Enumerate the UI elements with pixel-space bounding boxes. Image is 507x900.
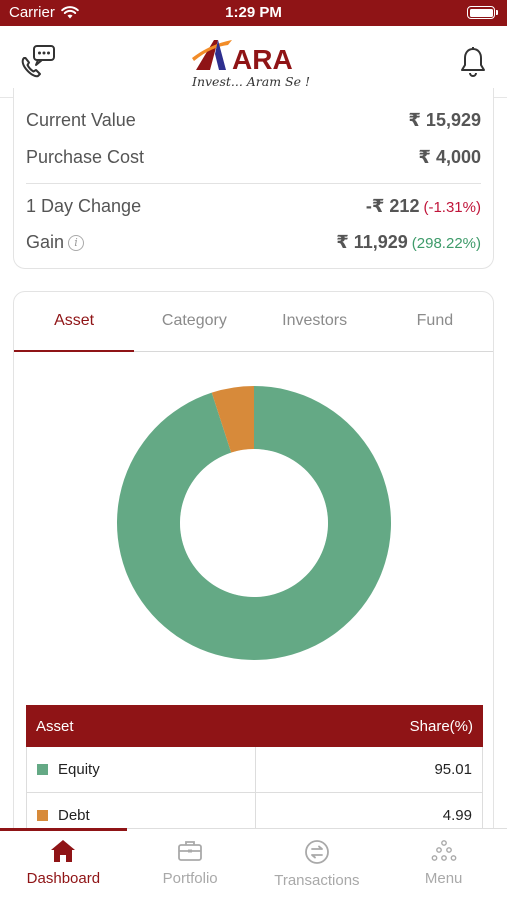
asset-share: 95.01 — [434, 761, 472, 778]
header-share: Share(%) — [409, 717, 473, 735]
donut-slice-equity[interactable] — [117, 386, 392, 660]
nav-label: Transactions — [274, 872, 360, 889]
menu-dots-icon — [431, 840, 457, 861]
nav-menu[interactable]: Menu — [380, 829, 507, 900]
home-icon — [51, 840, 76, 862]
day-change-percent: (-1.31%) — [423, 199, 481, 216]
asset-share: 4.99 — [442, 807, 472, 824]
logo-tagline: Invest... Aram Se ! — [192, 74, 311, 89]
summary-divider — [26, 183, 481, 184]
gain-label: Gain — [26, 232, 65, 252]
donut-inner-ring — [180, 449, 328, 597]
asset-name: Debt — [58, 807, 90, 824]
brand-logo: ARA Invest... Aram Se ! — [188, 32, 323, 94]
tab-asset[interactable]: Asset — [14, 292, 135, 352]
nav-label: Portfolio — [162, 870, 218, 887]
donut-chart-svg — [117, 386, 392, 660]
support-chat-icon[interactable] — [18, 44, 58, 80]
nav-label: Menu — [424, 870, 463, 887]
notification-bell-icon[interactable] — [459, 46, 487, 78]
asset-donut-chart — [14, 353, 493, 703]
purchase-cost: ₹ 4,000 — [418, 147, 481, 167]
current-value-row: Current Value ₹ 15,929 — [26, 110, 481, 131]
current-value-label: Current Value — [26, 110, 136, 130]
nav-portfolio[interactable]: Portfolio — [127, 829, 254, 900]
table-header: Asset Share(%) — [26, 705, 483, 747]
logo-mark: ARA — [192, 40, 293, 75]
donut-slice-debt[interactable] — [211, 386, 254, 453]
app-header: ARA Invest... Aram Se ! — [0, 26, 507, 98]
header-asset: Asset — [36, 717, 74, 735]
gain-value: ₹ 11,929 — [336, 232, 408, 252]
bottom-navigation: Dashboard Portfolio Transactions Menu — [0, 828, 507, 900]
carrier-label: Carrier — [9, 4, 55, 21]
purchase-cost-row: Purchase Cost ₹ 4,000 — [26, 147, 481, 168]
gain-row: Gain i ₹ 11,929 (298.22%) — [26, 232, 481, 253]
debt-swatch — [37, 810, 48, 821]
portfolio-summary-card: Current Value ₹ 15,929 Purchase Cost ₹ 4… — [13, 88, 494, 269]
equity-swatch — [37, 764, 48, 775]
purchase-cost-label: Purchase Cost — [26, 147, 145, 167]
tab-fund[interactable]: Fund — [416, 312, 454, 329]
table-row[interactable]: Equity 95.01 — [26, 747, 483, 793]
allocation-card: Asset Category Investors Fund Asset Shar… — [13, 291, 494, 851]
logo-text: ARA — [232, 44, 293, 75]
briefcase-icon — [178, 841, 203, 861]
tab-investors[interactable]: Investors — [282, 312, 348, 329]
asset-share-table: Asset Share(%) Equity 95.01 Debt 4.99 — [26, 705, 483, 839]
day-change-value: -₹ 212 — [365, 196, 420, 216]
battery-icon — [467, 6, 498, 19]
day-change-label: 1 Day Change — [26, 196, 142, 216]
wifi-icon — [61, 6, 79, 19]
carrier-info: Carrier — [9, 4, 79, 21]
tab-category[interactable]: Category — [161, 312, 227, 329]
asset-name: Equity — [58, 761, 100, 778]
status-time: 1:29 PM — [225, 4, 282, 21]
day-change-row: 1 Day Change -₹ 212 (-1.31%) — [26, 196, 481, 217]
transactions-icon — [304, 840, 329, 864]
info-icon[interactable]: i — [68, 235, 85, 252]
nav-transactions[interactable]: Transactions — [254, 829, 381, 900]
status-bar: Carrier 1:29 PM — [0, 0, 507, 26]
nav-label: Dashboard — [26, 870, 101, 887]
current-value: ₹ 15,929 — [408, 110, 481, 130]
allocation-tabs: Asset Category Investors Fund — [14, 292, 493, 352]
gain-percent: (298.22%) — [411, 235, 481, 252]
nav-dashboard[interactable]: Dashboard — [0, 828, 127, 900]
